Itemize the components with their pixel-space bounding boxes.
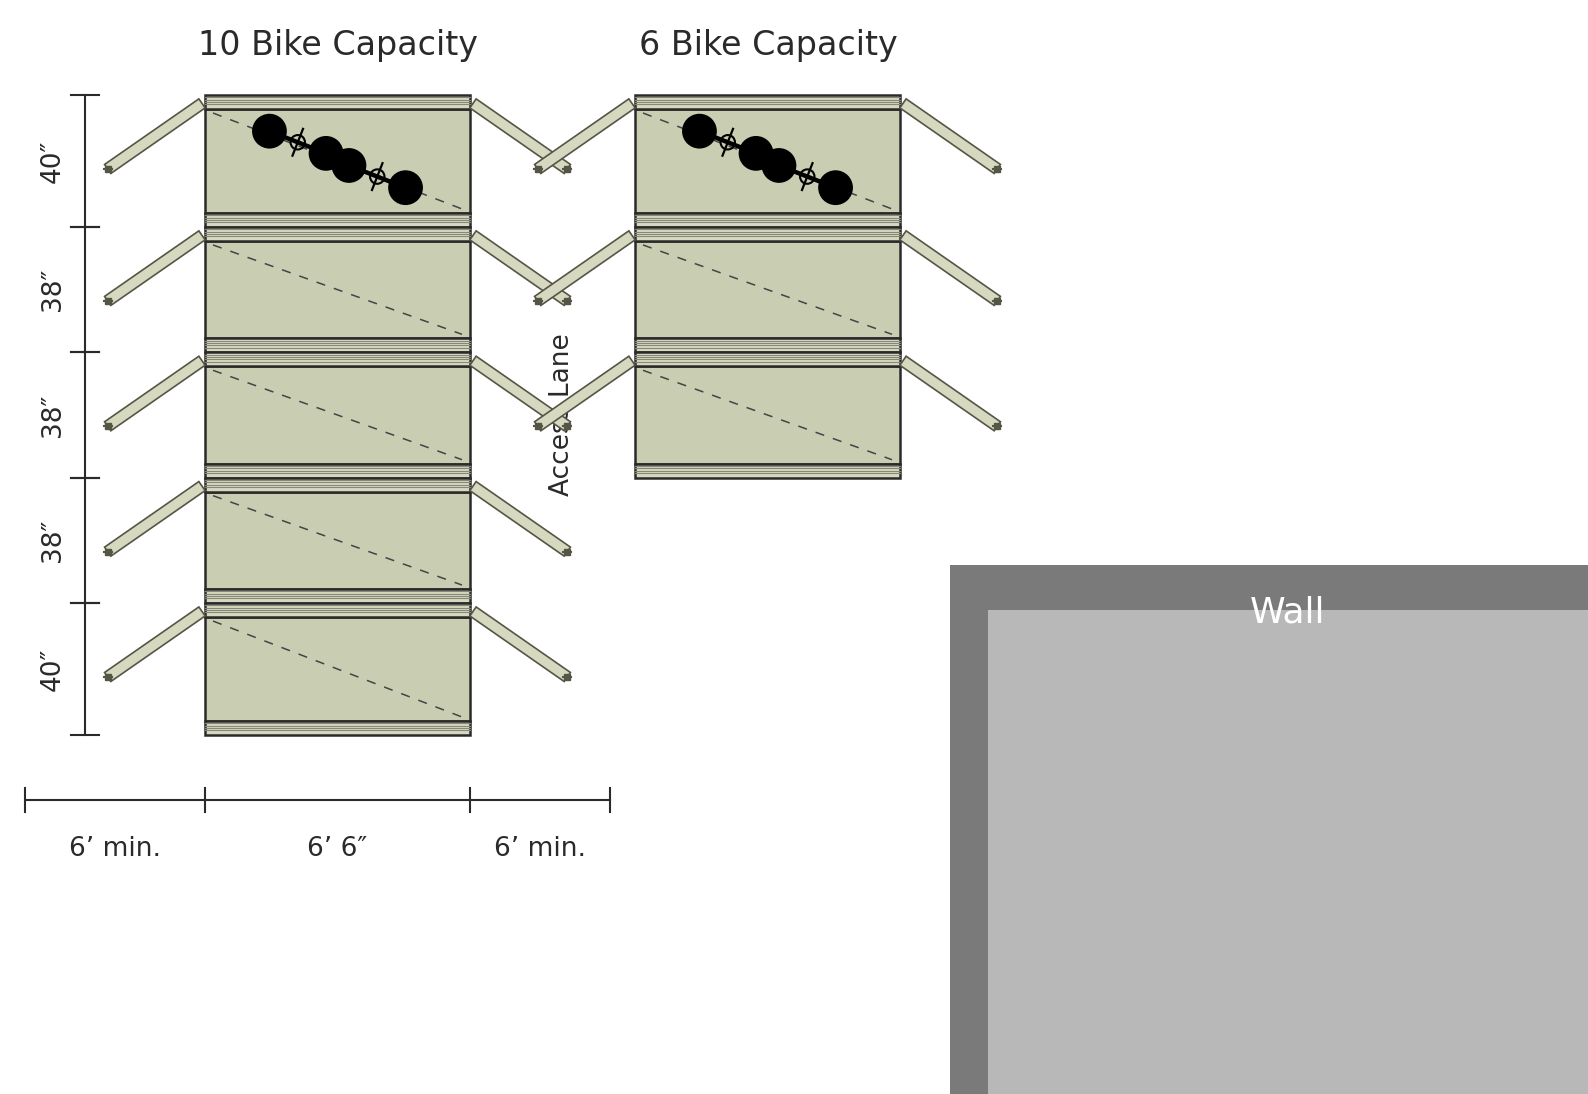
Polygon shape — [105, 98, 205, 174]
Polygon shape — [470, 481, 570, 556]
Bar — [205, 352, 470, 366]
Text: 6’ min.: 6’ min. — [68, 836, 160, 862]
Polygon shape — [535, 357, 635, 431]
Bar — [205, 617, 470, 721]
Circle shape — [740, 138, 772, 170]
Circle shape — [819, 172, 851, 203]
Bar — [635, 464, 900, 478]
Bar — [205, 95, 470, 109]
Circle shape — [683, 115, 716, 148]
Polygon shape — [900, 357, 1000, 431]
Bar — [635, 213, 900, 226]
Bar — [205, 109, 470, 213]
Circle shape — [389, 172, 421, 203]
Bar — [205, 464, 470, 478]
Bar — [950, 565, 1588, 1094]
Bar — [635, 352, 900, 366]
Bar — [205, 366, 470, 464]
Bar — [635, 241, 900, 338]
Bar — [635, 226, 900, 241]
Text: 38″: 38″ — [40, 268, 67, 312]
Text: 38″: 38″ — [40, 394, 67, 437]
Bar — [205, 226, 470, 241]
Text: 10 Bike Capacity: 10 Bike Capacity — [198, 28, 478, 61]
Polygon shape — [470, 98, 570, 174]
Bar — [205, 589, 470, 603]
Text: 6’ min.: 6’ min. — [494, 836, 586, 862]
Bar — [205, 338, 470, 352]
Bar — [635, 95, 900, 109]
Bar — [205, 721, 470, 735]
Polygon shape — [900, 231, 1000, 305]
Bar — [205, 491, 470, 589]
Polygon shape — [535, 231, 635, 305]
Text: Wall: Wall — [1250, 595, 1326, 629]
Bar — [635, 366, 900, 464]
Circle shape — [762, 150, 796, 182]
Polygon shape — [105, 607, 205, 682]
Polygon shape — [470, 607, 570, 682]
Polygon shape — [470, 231, 570, 305]
Text: 40″: 40″ — [40, 648, 67, 690]
Text: 38″: 38″ — [40, 519, 67, 562]
Polygon shape — [105, 357, 205, 431]
Bar — [635, 338, 900, 352]
Text: 6 Bike Capacity: 6 Bike Capacity — [638, 28, 897, 61]
Polygon shape — [105, 481, 205, 556]
Polygon shape — [900, 98, 1000, 174]
Circle shape — [333, 150, 365, 182]
Bar — [205, 478, 470, 491]
Text: 40″: 40″ — [40, 139, 67, 183]
Bar — [988, 610, 1588, 1094]
Bar — [635, 109, 900, 213]
Polygon shape — [535, 98, 635, 174]
Bar — [205, 603, 470, 617]
Bar — [205, 213, 470, 226]
Circle shape — [254, 115, 286, 148]
Polygon shape — [105, 231, 205, 305]
Bar — [205, 241, 470, 338]
Circle shape — [310, 138, 341, 170]
Text: Access Lane: Access Lane — [549, 334, 575, 497]
Polygon shape — [470, 357, 570, 431]
Text: 6’ 6″: 6’ 6″ — [308, 836, 368, 862]
